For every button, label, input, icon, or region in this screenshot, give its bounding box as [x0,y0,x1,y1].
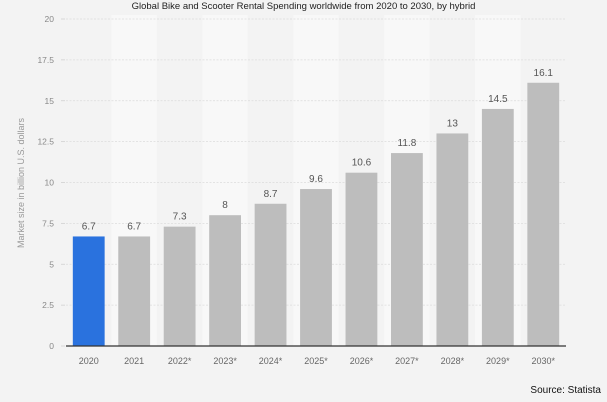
bar [163,226,196,346]
x-tick-label: 2028* [441,356,465,366]
data-label: 6.7 [127,221,141,232]
x-tick-label: 2030* [532,356,556,366]
bar [391,153,423,346]
bar [254,203,287,346]
y-tick-label: 20 [45,14,55,24]
y-tick-label: 2.5 [42,300,54,310]
data-label: 13 [447,118,459,129]
data-label: 14.5 [488,94,508,105]
bar [300,189,332,346]
y-tick-label: 17.5 [37,55,54,65]
data-label: 16.1 [534,68,554,79]
bar [72,236,105,346]
y-tick-label: 15 [45,96,55,106]
x-tick-label: 2027* [395,356,419,366]
y-tick-label: 12.5 [37,137,54,147]
bar [481,108,514,346]
chart-title: Global Bike and Scooter Rental Spending … [131,1,476,12]
data-label: 7.3 [173,212,187,223]
y-tick-label: 0 [49,341,54,351]
y-tick-label: 7.5 [42,218,54,228]
y-tick-label: 10 [45,178,55,188]
data-label: 8.7 [264,189,278,200]
data-label: 6.7 [82,221,96,232]
bar [345,172,378,346]
x-tick-label: 2029* [486,356,510,366]
data-label: 11.8 [398,138,417,149]
source-note: Source: Statista [530,385,601,396]
bar [118,236,151,346]
x-tick-label: 2020 [79,356,99,366]
bar [527,82,560,346]
bar [209,215,241,346]
y-tick-label: 5 [49,259,54,269]
data-label: 8 [222,200,228,211]
x-tick-label: 2026* [350,356,374,366]
bar [436,133,469,346]
x-tick-label: 2021 [124,356,144,366]
x-tick-label: 2024* [259,356,283,366]
data-label: 9.6 [309,174,323,185]
data-label: 10.6 [352,158,372,169]
x-tick-label: 2022* [168,356,192,366]
x-tick-label: 2025* [304,356,328,366]
x-tick-label: 2023* [213,356,237,366]
